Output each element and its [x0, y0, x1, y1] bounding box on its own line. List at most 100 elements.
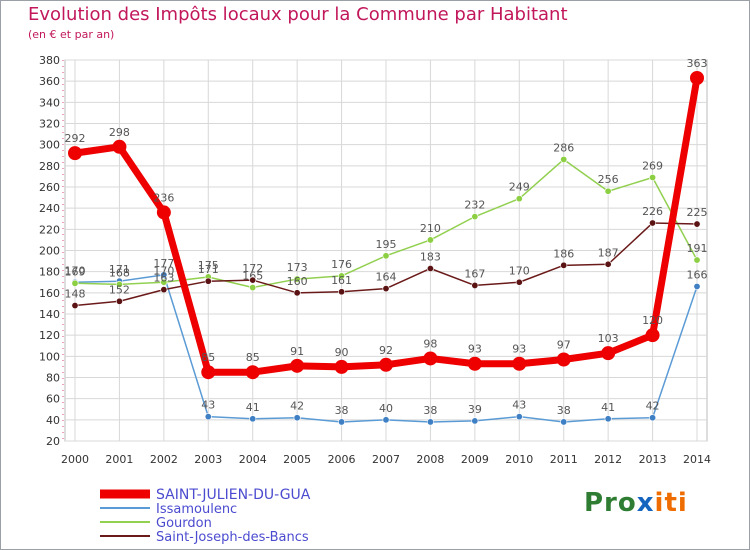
y-tick-label: 160 [39, 287, 60, 300]
data-point [293, 414, 301, 422]
data-label: 169 [65, 265, 86, 278]
y-tick-label: 120 [39, 329, 60, 342]
data-point [249, 284, 257, 292]
data-point [471, 281, 479, 289]
data-point [645, 328, 660, 343]
data-label: 236 [153, 191, 174, 204]
data-label: 256 [598, 173, 619, 186]
data-point [293, 289, 301, 297]
y-tick-label: 200 [39, 245, 60, 258]
data-label: 171 [109, 263, 130, 276]
data-label: 160 [287, 275, 308, 288]
data-point [512, 356, 527, 371]
data-point [204, 413, 212, 421]
y-tick-label: 320 [39, 118, 60, 131]
y-tick-label: 240 [39, 202, 60, 215]
data-point [379, 357, 393, 372]
legend-label: Gourdon [156, 516, 212, 531]
data-point [556, 352, 571, 367]
data-label: 39 [468, 403, 482, 416]
data-point [115, 280, 123, 288]
data-point [471, 213, 479, 221]
x-tick-label: 2010 [505, 453, 533, 466]
data-label: 93 [468, 343, 482, 356]
data-label: 152 [109, 283, 130, 296]
y-tick-label: 40 [46, 414, 60, 427]
data-label: 38 [335, 404, 349, 417]
data-point [160, 271, 168, 279]
data-point [201, 365, 216, 380]
x-tick-label: 2002 [150, 453, 178, 466]
data-label: 98 [423, 337, 437, 350]
y-tick-label: 140 [39, 308, 60, 321]
x-tick-label: 2001 [105, 453, 133, 466]
data-point [338, 418, 346, 426]
y-tick-label: 300 [39, 139, 60, 152]
data-label: 225 [687, 206, 708, 219]
data-point [693, 256, 701, 264]
data-point [115, 297, 123, 305]
data-label: 38 [423, 404, 437, 417]
data-label: 170 [509, 264, 530, 277]
data-point [338, 272, 346, 280]
data-label: 187 [598, 246, 619, 259]
data-label: 165 [242, 270, 263, 283]
data-label: 41 [246, 401, 260, 414]
data-label: 43 [512, 399, 526, 412]
data-point [560, 261, 568, 269]
x-tick-label: 2014 [683, 453, 711, 466]
y-tick-label: 360 [39, 75, 60, 88]
x-tick-label: 2008 [416, 453, 444, 466]
x-tick-label: 2000 [61, 453, 89, 466]
data-label: 91 [290, 345, 304, 358]
data-point [515, 413, 523, 421]
data-point [426, 418, 434, 426]
logo-part-3: iti [654, 488, 688, 518]
x-tick-label: 2003 [194, 453, 222, 466]
data-label: 183 [420, 250, 441, 263]
data-point [71, 279, 79, 287]
y-tick-label: 280 [39, 160, 60, 173]
data-point [382, 252, 390, 260]
data-point [423, 351, 438, 366]
data-point [160, 286, 168, 294]
legend-label: Issamoulenc [156, 502, 237, 517]
legend-label: SAINT-JULIEN-DU-GUA [156, 487, 311, 503]
data-point [515, 195, 523, 203]
data-label: 167 [464, 267, 485, 280]
x-tick-label: 2005 [283, 453, 311, 466]
data-label: 93 [512, 343, 526, 356]
data-point [156, 205, 171, 220]
data-point [649, 219, 657, 227]
data-label: 210 [420, 222, 441, 235]
data-label: 161 [331, 274, 352, 287]
y-tick-label: 100 [39, 350, 60, 363]
data-point [560, 418, 568, 426]
data-point [338, 288, 346, 296]
data-point [471, 417, 479, 425]
chart-title: Evolution des Impôts locaux pour la Comm… [28, 4, 568, 25]
data-label: 176 [331, 258, 352, 271]
data-label: 170 [153, 264, 174, 277]
data-label: 292 [65, 132, 86, 145]
data-label: 85 [246, 351, 260, 364]
chart-subtitle: (en € et par an) [28, 28, 115, 41]
data-label: 92 [379, 344, 393, 357]
data-point [249, 276, 257, 284]
data-label: 164 [376, 271, 397, 284]
data-point [426, 236, 434, 244]
data-point [290, 358, 305, 373]
data-label: 363 [687, 57, 708, 70]
data-label: 172 [242, 262, 263, 275]
x-tick-label: 2011 [550, 453, 578, 466]
data-label: 298 [109, 126, 130, 139]
data-label: 286 [553, 141, 574, 154]
x-tick-label: 2009 [461, 453, 489, 466]
data-label: 85 [201, 351, 215, 364]
y-tick-label: 260 [39, 181, 60, 194]
x-tick-label: 2006 [328, 453, 356, 466]
data-point [649, 414, 657, 422]
data-point [560, 155, 568, 163]
data-point [112, 139, 127, 154]
data-label: 120 [642, 314, 663, 327]
